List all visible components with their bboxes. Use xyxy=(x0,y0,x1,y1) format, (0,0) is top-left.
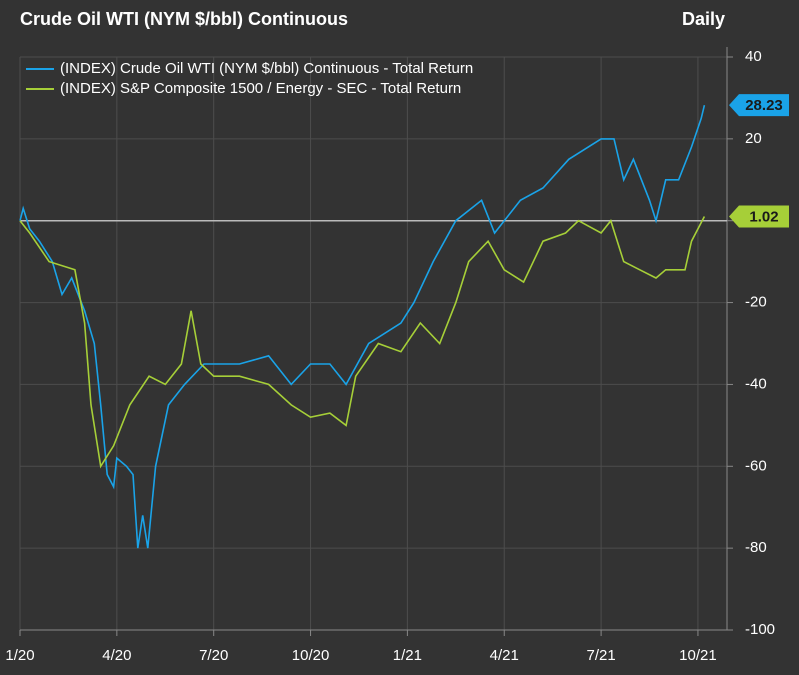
x-tick-label: 7/21 xyxy=(586,647,615,664)
last-value-label: 1.02 xyxy=(749,209,778,226)
y-tick-label: -20 xyxy=(745,294,767,311)
last-value-tag xyxy=(729,205,789,228)
y-tick-label: -60 xyxy=(745,457,767,474)
series-line xyxy=(19,216,706,469)
y-tick-label: 40 xyxy=(745,48,762,65)
x-tick-label: 7/20 xyxy=(199,647,228,664)
y-tick-label: 20 xyxy=(745,130,762,147)
frequency-label: Daily xyxy=(682,9,725,29)
last-value-tag xyxy=(729,94,789,117)
last-value-label: 28.23 xyxy=(745,97,783,114)
series-line xyxy=(19,105,706,549)
x-tick-label: 1/20 xyxy=(5,647,34,664)
y-tick-label: -40 xyxy=(745,375,767,392)
chart-title: Crude Oil WTI (NYM $/bbl) Continuous xyxy=(20,9,348,29)
y-tick-label: -80 xyxy=(745,539,767,556)
y-tick-label: -100 xyxy=(745,621,775,638)
x-tick-label: 10/20 xyxy=(292,647,330,664)
x-tick-label: 4/20 xyxy=(102,647,131,664)
legend-label: (INDEX) S&P Composite 1500 / Energy - SE… xyxy=(60,80,461,97)
x-tick-label: 4/21 xyxy=(490,647,519,664)
legend-label: (INDEX) Crude Oil WTI (NYM $/bbl) Contin… xyxy=(60,60,473,77)
x-tick-label: 10/21 xyxy=(679,647,717,664)
x-tick-label: 1/21 xyxy=(393,647,422,664)
